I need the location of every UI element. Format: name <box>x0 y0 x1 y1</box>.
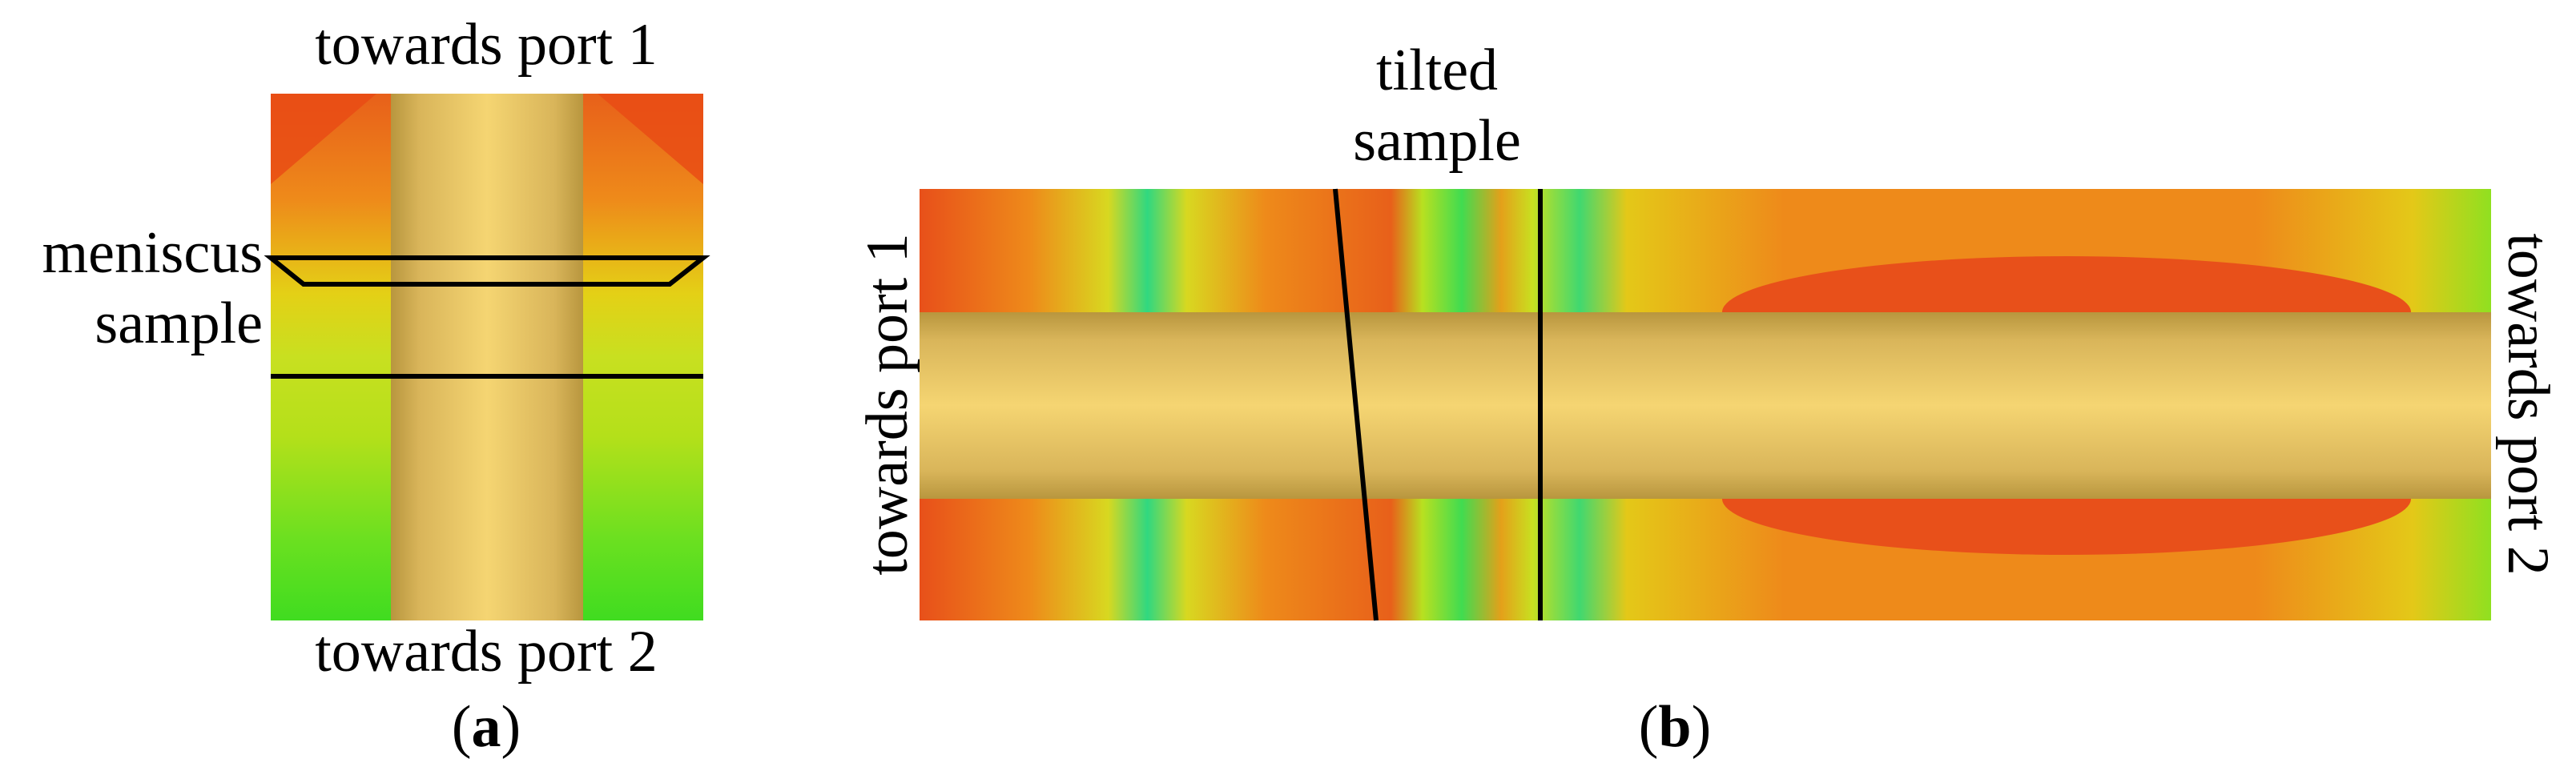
tilted-sample-line <box>1333 188 1379 621</box>
caption-part: a <box>472 694 501 760</box>
top-label: tilted <box>1376 38 1498 103</box>
right-label: towards port 2 <box>2495 233 2561 576</box>
side-label: meniscus <box>42 220 263 286</box>
gold-wire <box>391 94 583 620</box>
panel-b: tilted sample towards port 1 towards por… <box>855 38 2561 760</box>
meniscus-outline <box>264 255 710 287</box>
caption-part: ) <box>1692 694 1712 760</box>
caption-part: ) <box>501 694 521 760</box>
caption: (b) <box>1639 694 1711 760</box>
bottom-label: towards port 2 <box>315 619 658 685</box>
gold-wire <box>920 312 2491 499</box>
caption-part: b <box>1658 694 1691 760</box>
field-region <box>271 94 703 184</box>
caption-part: ( <box>452 694 472 760</box>
top-label: sample <box>1353 108 1521 174</box>
caption: (a) <box>452 694 521 760</box>
panel-a: towards port 1 meniscus sample towards p… <box>42 12 710 760</box>
caption-part: ( <box>1639 694 1659 760</box>
top-label: towards port 1 <box>315 12 658 78</box>
side-label: sample <box>95 291 263 356</box>
left-label: towards port 1 <box>855 233 920 576</box>
